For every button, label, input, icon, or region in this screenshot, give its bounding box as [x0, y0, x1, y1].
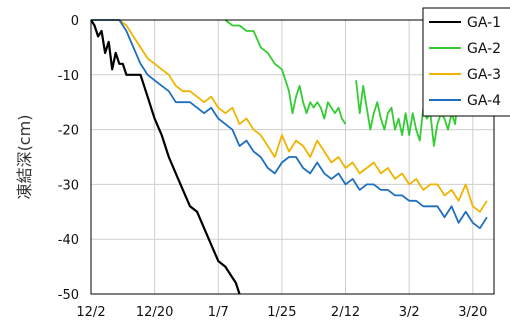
legend: GA-1 GA-2 GA-3 GA-4 [422, 7, 510, 117]
legend-label: GA-4 [467, 93, 501, 109]
x-tick-label: 3/20 [458, 305, 487, 320]
x-tick-label: 12/2 [76, 305, 105, 320]
y-tick-label: 0 [71, 14, 79, 29]
plot-frame [90, 19, 495, 295]
y-tick-label: -30 [58, 178, 79, 193]
legend-label: GA-1 [467, 15, 501, 31]
y-tick-labels: 0 -10 -20 -30 -40 -50 [58, 14, 79, 303]
y-tick-label: -20 [58, 124, 79, 139]
y-tick-label: -40 [58, 233, 79, 248]
series-line-ga-1 [90, 19, 241, 295]
x-tick-label: 1/7 [208, 305, 229, 320]
x-tick-label: 1/25 [267, 305, 296, 320]
y-tick-label: -50 [58, 288, 79, 303]
x-tick-label: 2/12 [331, 305, 360, 320]
y-axis-label: 凍結深(cm) [15, 115, 34, 200]
x-tick-labels: 12/2 12/20 1/7 1/25 2/12 3/2 3/20 [76, 305, 487, 320]
legend-box [422, 7, 510, 117]
series-line-ga-4 [91, 19, 488, 230]
x-tick-label: 3/2 [399, 305, 420, 320]
legend-label: GA-2 [467, 41, 501, 57]
legend-label: GA-3 [467, 67, 501, 83]
series-line-ga-3 [91, 19, 488, 213]
series-line-ga-2 [224, 19, 347, 125]
x-tick-label: 12/20 [136, 305, 173, 320]
y-tick-label: -10 [58, 69, 79, 84]
